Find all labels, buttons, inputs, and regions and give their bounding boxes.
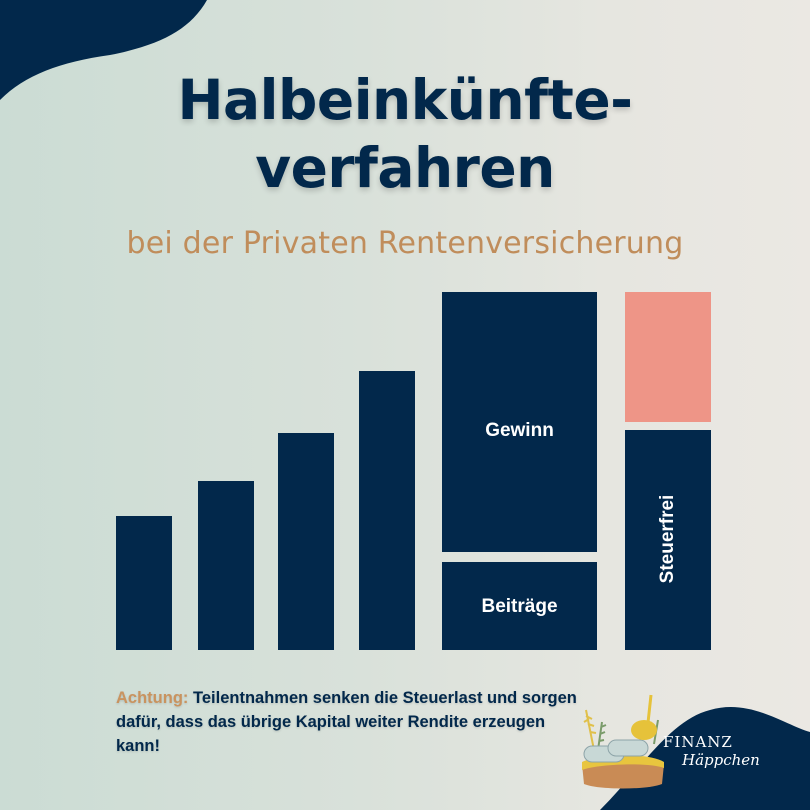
gewinn-label: Gewinn: [485, 420, 554, 441]
steuerfrei-segment: Steuerfrei: [625, 430, 711, 650]
steuerfrei-label: Steuerfrei: [657, 494, 678, 584]
growth-bar-1: [116, 516, 172, 650]
subtitle: bei der Privaten Rentenversicherung: [126, 226, 684, 261]
note-accent: Achtung:: [116, 689, 189, 707]
note-text: Teilentnahmen senken die Steuerlast und …: [116, 689, 577, 755]
gewinn-segment: Gewinn: [442, 292, 597, 552]
growth-bar-4: [359, 371, 415, 650]
title-line-1: Halbeinkünfte-: [177, 68, 633, 132]
beitraege-segment: Beiträge: [442, 562, 597, 650]
snack-logo-icon: [582, 694, 664, 789]
page-title: Halbeinkünfte- verfahren: [0, 66, 810, 202]
logo-haeppchen: Häppchen: [682, 751, 760, 769]
title-line-2: verfahren: [255, 136, 555, 200]
top-left-blob: [0, 0, 207, 100]
growth-bar-3: [278, 433, 334, 650]
warning-note: Achtung: Teilentnahmen senken die Steuer…: [116, 686, 586, 758]
logo-finanz: FINANZ: [663, 733, 733, 751]
taxed-segment: [625, 292, 711, 422]
growth-bar-2: [198, 481, 254, 650]
beitraege-label: Beiträge: [481, 596, 558, 617]
